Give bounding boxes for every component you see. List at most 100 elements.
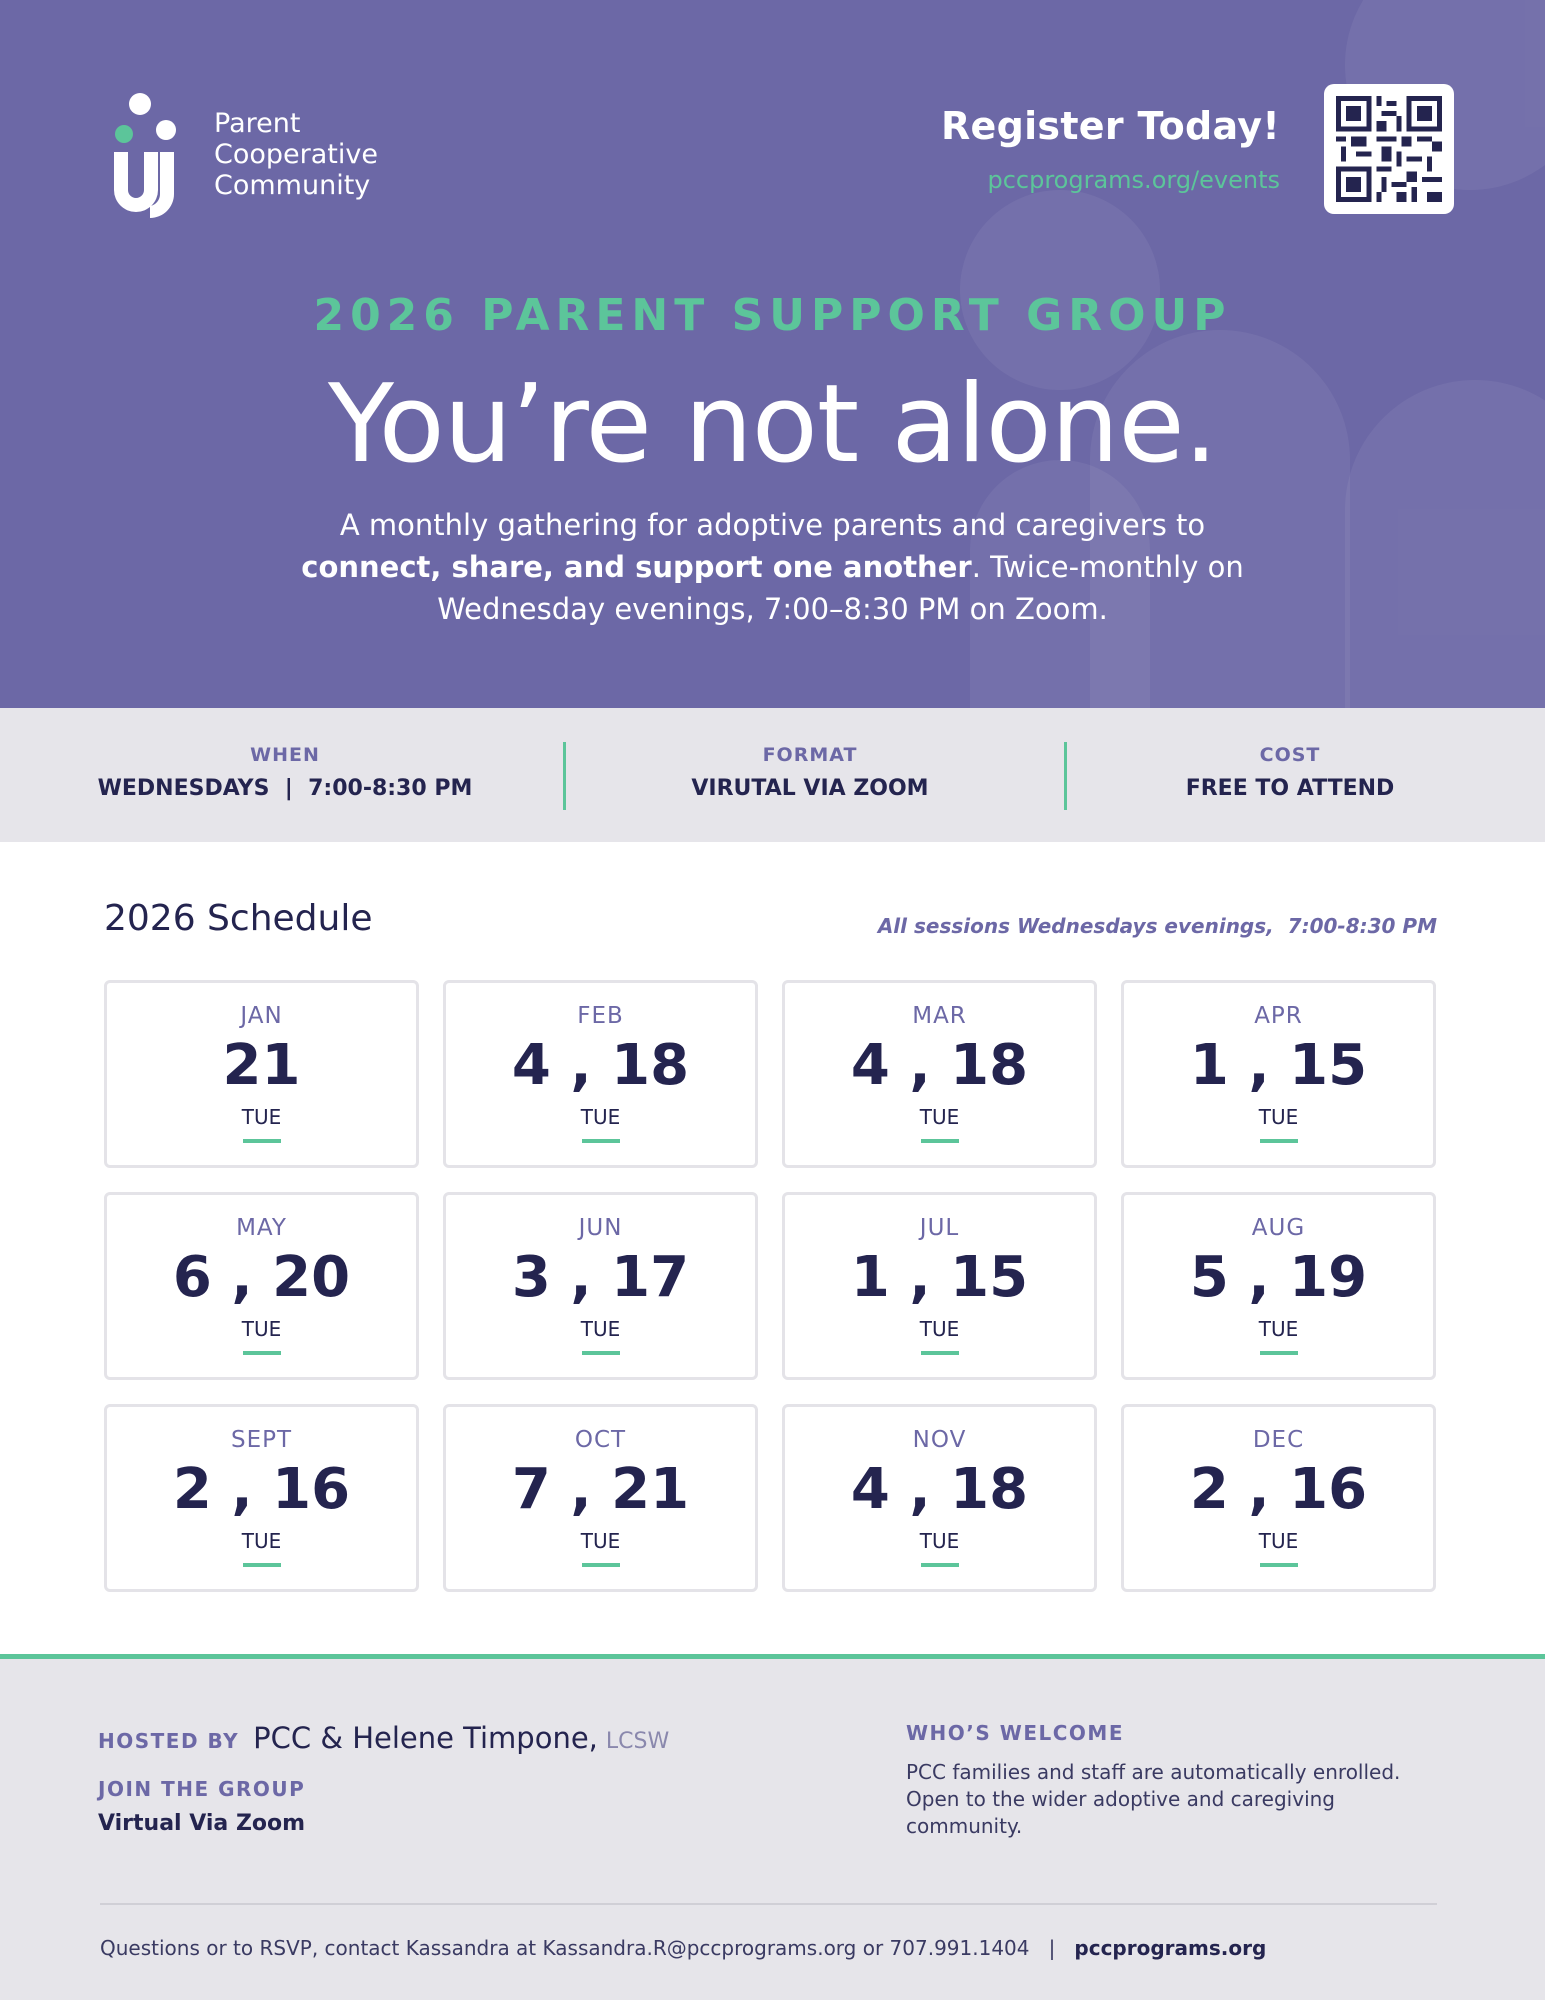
contact-line: Questions or to RSVP, contact Kassandra … bbox=[100, 1936, 1266, 1960]
intro-text: A monthly gathering for adoptive parents… bbox=[339, 508, 1206, 542]
info-divider bbox=[563, 742, 566, 810]
card-days: 4 , 18 bbox=[850, 1033, 1029, 1098]
join-group: JOIN THE GROUP Virtual Via Zoom bbox=[98, 1777, 305, 1836]
join-label: JOIN THE GROUP bbox=[98, 1777, 306, 1801]
card-days: 1 , 15 bbox=[850, 1245, 1029, 1310]
month-card-aug: AUG 5 , 19 TUE bbox=[1121, 1192, 1436, 1380]
month-card-sept: SEPT 2 , 16 TUE bbox=[104, 1404, 419, 1592]
card-month: SEPT bbox=[230, 1427, 293, 1453]
card-month: JAN bbox=[240, 1003, 283, 1029]
card-accent-bar bbox=[920, 1139, 959, 1143]
decorative-circle bbox=[960, 190, 1160, 390]
card-accent-bar bbox=[242, 1351, 281, 1355]
card-days: 5 , 19 bbox=[1189, 1245, 1368, 1310]
card-weekday: TUE bbox=[1258, 1529, 1299, 1553]
host-name: PCC & Helene Timpone, bbox=[253, 1721, 598, 1755]
card-month: MAR bbox=[912, 1003, 967, 1029]
intro-paragraph: A monthly gathering for adoptive parents… bbox=[300, 504, 1245, 630]
pcc-logo-icon bbox=[114, 93, 176, 218]
qr-code-icon[interactable] bbox=[1324, 84, 1454, 214]
month-card-feb: FEB 4 , 18 TUE bbox=[443, 980, 758, 1168]
card-month: JUL bbox=[919, 1215, 960, 1241]
card-weekday: TUE bbox=[1258, 1317, 1299, 1341]
info-label: FORMAT bbox=[762, 744, 858, 766]
info-cost: COST FREE TO ATTEND bbox=[1130, 744, 1450, 801]
card-weekday: TUE bbox=[919, 1529, 960, 1553]
month-card-apr: APR 1 , 15 TUE bbox=[1121, 980, 1436, 1168]
decorative-shape bbox=[970, 460, 1150, 708]
month-card-jun: JUN 3 , 17 TUE bbox=[443, 1192, 758, 1380]
card-weekday: TUE bbox=[580, 1317, 621, 1341]
month-card-mar: MAR 4 , 18 TUE bbox=[782, 980, 1097, 1168]
card-month: NOV bbox=[912, 1427, 967, 1453]
hosted-by: HOSTED BY PCC & Helene Timpone, LCSW bbox=[98, 1721, 669, 1755]
contact-text: Questions or to RSVP, contact Kassandra … bbox=[100, 1936, 1075, 1960]
card-accent-bar bbox=[242, 1139, 281, 1143]
card-accent-bar bbox=[920, 1563, 959, 1567]
schedule-title: 2026 Schedule bbox=[104, 898, 373, 939]
hosted-label: HOSTED BY bbox=[98, 1729, 240, 1753]
register-title: Register Today! bbox=[940, 104, 1280, 148]
info-format: FORMAT VIRUTAL VIA ZOOM bbox=[630, 744, 990, 801]
card-month: APR bbox=[1254, 1003, 1303, 1029]
host-credential: LCSW bbox=[605, 1729, 670, 1754]
card-weekday: TUE bbox=[241, 1105, 282, 1129]
welcome-text: PCC families and staff are automatically… bbox=[906, 1760, 1401, 1838]
card-days: 6 , 20 bbox=[172, 1245, 351, 1310]
card-days: 21 bbox=[222, 1033, 301, 1098]
card-days: 2 , 16 bbox=[1189, 1457, 1368, 1522]
logo-line: Cooperative bbox=[214, 139, 378, 170]
month-card-jan: JAN 21 TUE bbox=[104, 980, 419, 1168]
card-weekday: TUE bbox=[241, 1317, 282, 1341]
card-days: 4 , 18 bbox=[511, 1033, 690, 1098]
info-value: VIRUTAL VIA ZOOM bbox=[691, 776, 929, 801]
month-card-nov: NOV 4 , 18 TUE bbox=[782, 1404, 1097, 1592]
decorative-shape bbox=[1090, 330, 1350, 708]
card-month: DEC bbox=[1252, 1427, 1305, 1453]
intro-text: . Twice-monthly on Wednesday evenings, 7… bbox=[437, 550, 1244, 626]
card-accent-bar bbox=[920, 1351, 959, 1355]
footer: HOSTED BY PCC & Helene Timpone, LCSW JOI… bbox=[0, 1654, 1545, 2000]
card-weekday: TUE bbox=[919, 1317, 960, 1341]
info-label: COST bbox=[1259, 744, 1321, 766]
decorative-shape bbox=[1345, 380, 1545, 708]
info-label: WHEN bbox=[250, 744, 320, 766]
card-accent-bar bbox=[242, 1563, 281, 1567]
card-weekday: TUE bbox=[919, 1105, 960, 1129]
card-weekday: TUE bbox=[241, 1529, 282, 1553]
card-weekday: TUE bbox=[580, 1529, 621, 1553]
logo-wordmark: Parent Cooperative Community bbox=[214, 108, 378, 201]
whos-welcome: WHO’S WELCOME PCC families and staff are… bbox=[906, 1721, 1426, 1840]
month-card-jul: JUL 1 , 15 TUE bbox=[782, 1192, 1097, 1380]
month-card-dec: DEC 2 , 16 TUE bbox=[1121, 1404, 1436, 1592]
footer-divider bbox=[100, 1903, 1437, 1905]
info-value: WEDNESDAYS | 7:00-8:30 PM bbox=[97, 776, 473, 801]
info-bar: WHEN WEDNESDAYS | 7:00-8:30 PM FORMAT VI… bbox=[0, 708, 1545, 842]
card-month: FEB bbox=[577, 1003, 624, 1029]
schedule-note: All sessions Wednesdays evenings, 7:00-8… bbox=[877, 914, 1437, 938]
card-month: OCT bbox=[574, 1427, 627, 1453]
welcome-label: WHO’S WELCOME bbox=[906, 1721, 1124, 1745]
join-value: Virtual Via Zoom bbox=[98, 1811, 306, 1836]
website-link[interactable]: pccprograms.org bbox=[1074, 1936, 1267, 1960]
card-weekday: TUE bbox=[1258, 1105, 1299, 1129]
month-card-oct: OCT 7 , 21 TUE bbox=[443, 1404, 758, 1592]
card-accent-bar bbox=[581, 1351, 620, 1355]
card-accent-bar bbox=[581, 1563, 620, 1567]
card-weekday: TUE bbox=[580, 1105, 621, 1129]
register-link[interactable]: pccprograms.org/events bbox=[987, 166, 1280, 194]
info-value: FREE TO ATTEND bbox=[1185, 776, 1395, 801]
month-card-may: MAY 6 , 20 TUE bbox=[104, 1192, 419, 1380]
register-block: Register Today! pccprograms.org/events bbox=[941, 104, 1280, 194]
card-month: JUN bbox=[578, 1215, 623, 1241]
card-days: 7 , 21 bbox=[511, 1457, 690, 1522]
logo-line: Community bbox=[214, 170, 371, 201]
card-month: MAY bbox=[236, 1215, 287, 1241]
card-days: 2 , 16 bbox=[172, 1457, 351, 1522]
card-accent-bar bbox=[581, 1139, 620, 1143]
info-when: WHEN WEDNESDAYS | 7:00-8:30 PM bbox=[96, 744, 474, 801]
headline: You’re not alone. bbox=[328, 362, 1218, 487]
logo-line: Parent bbox=[214, 108, 301, 139]
hero-banner: Parent Cooperative Community Register To… bbox=[0, 0, 1545, 708]
card-month: AUG bbox=[1251, 1215, 1306, 1241]
